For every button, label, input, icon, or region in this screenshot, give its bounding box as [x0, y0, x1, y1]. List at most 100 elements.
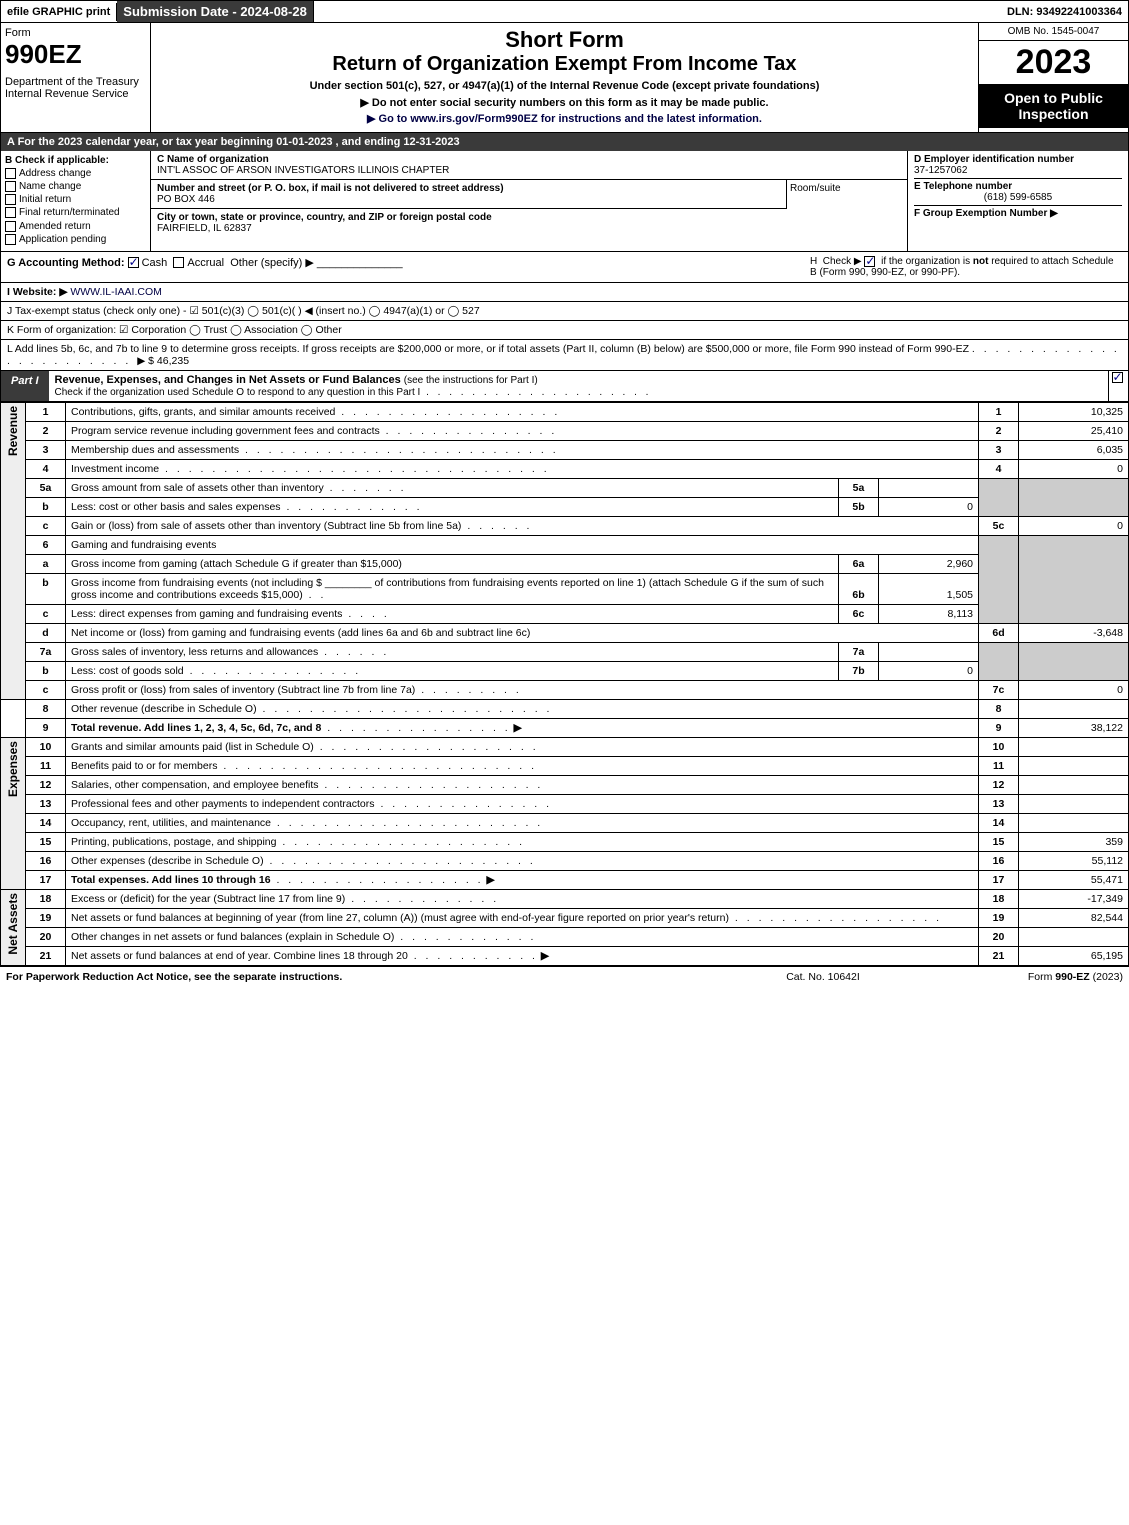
i-label: I Website: ▶	[7, 286, 67, 298]
cat-no: Cat. No. 10642I	[723, 971, 923, 983]
line-value	[1019, 775, 1129, 794]
line-num: 2	[26, 421, 66, 440]
line-num: c	[26, 516, 66, 535]
chk-amended[interactable]: Amended return	[5, 221, 146, 232]
chk-cash[interactable]	[128, 257, 139, 268]
l-amount: ▶ $ 46,235	[137, 355, 189, 367]
h-text: H Check ▶ if the organization is not req…	[810, 256, 1114, 278]
sub-value: 1,505	[879, 573, 979, 604]
line-ref: 3	[979, 440, 1019, 459]
line-value	[1019, 813, 1129, 832]
line-num: 6	[26, 535, 66, 554]
shaded-cell	[1019, 642, 1129, 680]
row-k: K Form of organization: ☑ Corporation ◯ …	[0, 321, 1129, 340]
ein-label: D Employer identification number	[914, 154, 1122, 165]
website-link[interactable]: WWW.IL-IAAI.COM	[70, 286, 162, 298]
chk-initial-return[interactable]: Initial return	[5, 194, 146, 205]
line-value	[1019, 927, 1129, 946]
sub-ref: 6a	[839, 554, 879, 573]
side-spacer	[1, 699, 26, 737]
tel-label: E Telephone number	[914, 181, 1122, 192]
chk-accrual[interactable]	[173, 257, 184, 268]
line-ref: 14	[979, 813, 1019, 832]
line-num: 15	[26, 832, 66, 851]
sub-ref: 5a	[839, 478, 879, 497]
form-label: Form	[5, 27, 146, 39]
line-text: Total expenses. Add lines 10 through 16 …	[66, 870, 979, 889]
part1-checkbox[interactable]	[1108, 371, 1128, 401]
line-ref: 7c	[979, 680, 1019, 699]
goto-link[interactable]: ▶ Go to www.irs.gov/Form990EZ for instru…	[159, 112, 970, 125]
line-ref: 8	[979, 699, 1019, 718]
line-num: b	[26, 497, 66, 516]
line-num: 10	[26, 737, 66, 756]
line-text: Less: cost of goods sold . . . . . . . .…	[66, 661, 839, 680]
chk-name-change[interactable]: Name change	[5, 181, 146, 192]
chk-address-change[interactable]: Address change	[5, 168, 146, 179]
part1-tab: Part I	[1, 371, 49, 401]
line-value: 65,195	[1019, 946, 1129, 965]
irs-link[interactable]: ▶ Go to www.irs.gov/Form990EZ for instru…	[367, 113, 762, 125]
line-num: c	[26, 604, 66, 623]
info-row: B Check if applicable: Address change Na…	[0, 151, 1129, 252]
chk-label: Amended return	[19, 221, 91, 232]
header-right: OMB No. 1545-0047 2023 Open to Public In…	[978, 23, 1128, 132]
line-value: -17,349	[1019, 889, 1129, 908]
row-j: J Tax-exempt status (check only one) - ☑…	[0, 302, 1129, 321]
line-num: 21	[26, 946, 66, 965]
side-expenses: Expenses	[1, 737, 26, 889]
line-text: Less: cost or other basis and sales expe…	[66, 497, 839, 516]
line-ref: 2	[979, 421, 1019, 440]
line-text: Other changes in net assets or fund bala…	[66, 927, 979, 946]
side-revenue: Revenue	[1, 402, 26, 699]
line-num: b	[26, 661, 66, 680]
line-ref: 13	[979, 794, 1019, 813]
shaded-cell	[1019, 478, 1129, 516]
chk-schedule-b[interactable]	[864, 256, 875, 267]
line-value: 6,035	[1019, 440, 1129, 459]
line-num: d	[26, 623, 66, 642]
line-ref: 11	[979, 756, 1019, 775]
line-text: Excess or (deficit) for the year (Subtra…	[66, 889, 979, 908]
submission-date: Submission Date - 2024-08-28	[117, 1, 314, 22]
header-center: Short Form Return of Organization Exempt…	[151, 23, 978, 132]
line-text: Gross sales of inventory, less returns a…	[66, 642, 839, 661]
line-num: 17	[26, 870, 66, 889]
line-value: 0	[1019, 516, 1129, 535]
chk-final-return[interactable]: Final return/terminated	[5, 207, 146, 218]
org-name: INT'L ASSOC OF ARSON INVESTIGATORS ILLIN…	[157, 165, 449, 176]
line-text: Other expenses (describe in Schedule O) …	[66, 851, 979, 870]
cash-label: Cash	[142, 257, 168, 269]
line-text: Net assets or fund balances at end of ye…	[66, 946, 979, 965]
line-text: Contributions, gifts, grants, and simila…	[66, 402, 979, 421]
form-header: Form 990EZ Department of the Treasury In…	[0, 23, 1129, 133]
paperwork-notice: For Paperwork Reduction Act Notice, see …	[6, 971, 723, 983]
shaded-cell	[979, 642, 1019, 680]
chk-label: Initial return	[19, 194, 71, 205]
line-ref: 17	[979, 870, 1019, 889]
open-public-badge: Open to Public Inspection	[979, 84, 1128, 128]
accrual-label: Accrual	[187, 257, 224, 269]
chk-app-pending[interactable]: Application pending	[5, 234, 146, 245]
tel-value: (618) 599-6585	[914, 192, 1122, 203]
tax-year: 2023	[979, 41, 1128, 84]
line-text: Grants and similar amounts paid (list in…	[66, 737, 979, 756]
sub-ref: 5b	[839, 497, 879, 516]
part1-check-line: Check if the organization used Schedule …	[55, 387, 652, 398]
line-text: Gross income from gaming (attach Schedul…	[66, 554, 839, 573]
line-text: Professional fees and other payments to …	[66, 794, 979, 813]
chk-label: Final return/terminated	[19, 208, 120, 219]
shaded-cell	[979, 478, 1019, 516]
line-value: 0	[1019, 459, 1129, 478]
row-i: I Website: ▶ WWW.IL-IAAI.COM	[0, 283, 1129, 302]
line-value	[1019, 794, 1129, 813]
line-text: Total revenue. Add lines 1, 2, 3, 4, 5c,…	[66, 718, 979, 737]
part1-title: Revenue, Expenses, and Changes in Net As…	[49, 371, 1108, 401]
line-text: Gaming and fundraising events	[66, 535, 979, 554]
line-text: Occupancy, rent, utilities, and maintena…	[66, 813, 979, 832]
line-value: 0	[1019, 680, 1129, 699]
line-text: Gross profit or (loss) from sales of inv…	[66, 680, 979, 699]
side-net-assets: Net Assets	[1, 889, 26, 965]
line-text: Gain or (loss) from sale of assets other…	[66, 516, 979, 535]
line-value: -3,648	[1019, 623, 1129, 642]
